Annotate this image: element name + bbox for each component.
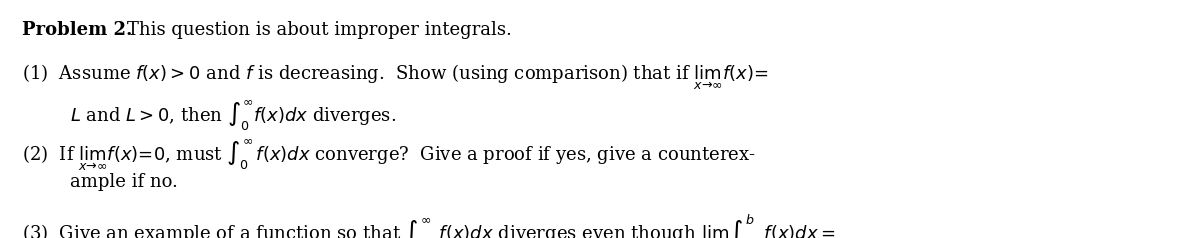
- Text: $L$ and $L > 0$, then $\int_0^{\infty} f(x)dx$ diverges.: $L$ and $L > 0$, then $\int_0^{\infty} f…: [70, 98, 396, 133]
- Text: (1)  Assume $f(x) > 0$ and $f$ is decreasing.  Show (using comparison) that if $: (1) Assume $f(x) > 0$ and $f$ is decreas…: [22, 63, 768, 92]
- Text: ample if no.: ample if no.: [70, 173, 178, 191]
- Text: Problem 2.: Problem 2.: [22, 21, 132, 40]
- Text: (2)  If $\lim_{x\to\infty} f(x) = 0$, must $\int_0^{\infty} f(x)dx$ converge?  G: (2) If $\lim_{x\to\infty} f(x) = 0$, mus…: [22, 138, 755, 173]
- Text: This question is about improper integrals.: This question is about improper integral…: [127, 21, 512, 40]
- Text: (3)  Give an example of a function so that $\int_{-\infty}^{\infty} f(x)dx$ dive: (3) Give an example of a function so tha…: [22, 212, 835, 238]
